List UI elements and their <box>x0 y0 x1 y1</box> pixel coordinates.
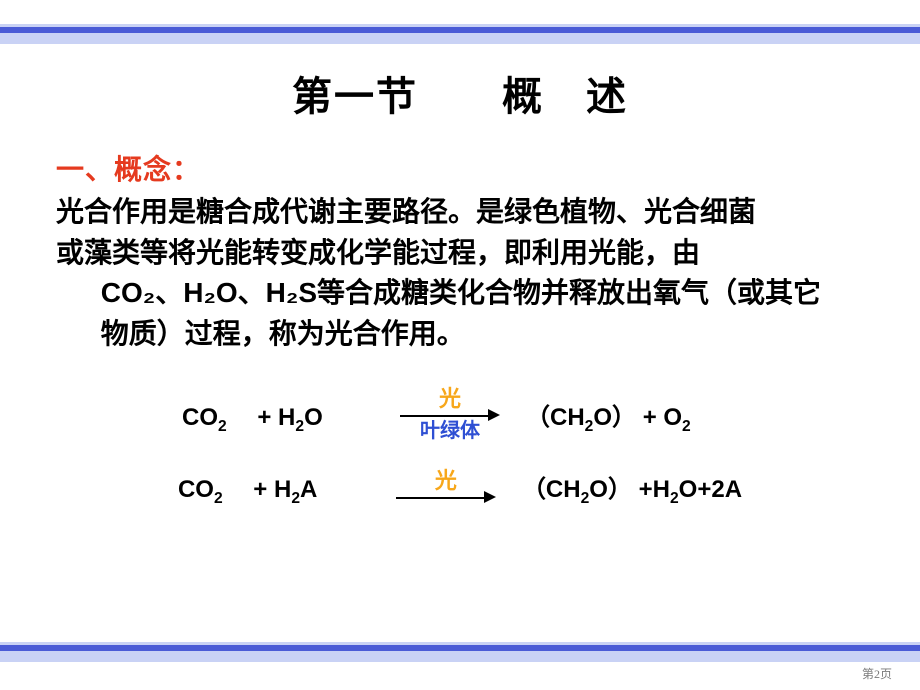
arrow-bottom-label: 叶绿体 <box>420 421 480 441</box>
reaction-arrow: 光 叶绿体 <box>390 388 510 441</box>
equation-right: （CH2O） +H2O+2A <box>514 469 742 504</box>
arrow-top-label: 光 <box>435 470 457 492</box>
reaction-arrow: 光 <box>386 470 506 503</box>
equation-left: CO2 + H2A <box>178 469 378 504</box>
equation-row: CO2 + H2O 光 叶绿体 （CH2O） + O2 <box>56 388 864 441</box>
section-label: 一、概念： <box>56 148 864 188</box>
equation-row: CO2 + H2A 光 （CH2O） +H2O+2A <box>56 469 864 504</box>
equations-block: CO2 + H2O 光 叶绿体 （CH2O） + O2 CO2 + H2A 光 … <box>56 388 864 504</box>
body-line: 光合作用是糖合成代谢主要路径。是绿色植物、光合细菌 <box>56 196 756 227</box>
bottom-divider <box>0 642 920 662</box>
arrow-line-icon <box>400 408 500 422</box>
equation-right: （CH2O） + O2 <box>518 397 738 432</box>
slide-content: 第一节 概 述 一、概念： 光合作用是糖合成代谢主要路径。是绿色植物、光合细菌 … <box>0 64 920 532</box>
equation-left: CO2 + H2O <box>182 397 382 432</box>
page-number: 第2页 <box>862 665 892 682</box>
body-line-text: 物质）过程，称为光合作用。 <box>101 318 465 349</box>
body-line: 或藻类等将光能转变成化学能过程，即利用光能，由 CO₂、H₂O、H₂S等合成糖类… <box>56 233 864 355</box>
arrow-line-icon <box>396 490 496 504</box>
arrow-top-label: 光 <box>439 388 461 410</box>
slide-title: 第一节 概 述 <box>56 64 864 122</box>
body-line-text: 或藻类等将光能转变成化学能过程，即利用光能，由 <box>56 237 700 268</box>
body-paragraph: 光合作用是糖合成代谢主要路径。是绿色植物、光合细菌 或藻类等将光能转变成化学能过… <box>56 192 864 354</box>
body-line-text: CO₂、H₂O、H₂S等合成糖类化合物并释放出氧气（或其它 <box>101 277 821 308</box>
top-divider <box>0 24 920 44</box>
